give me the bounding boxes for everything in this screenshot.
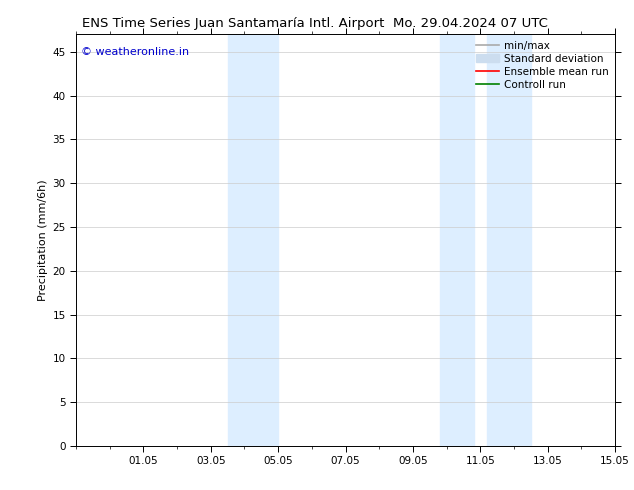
Title: ENS Time Series Juan Santamaría Intl. Airport     Mo. 29.04.2024 07 UTC: ENS Time Series Juan Santamaría Intl. Ai… xyxy=(0,489,1,490)
Legend: min/max, Standard deviation, Ensemble mean run, Controll run: min/max, Standard deviation, Ensemble me… xyxy=(472,36,613,94)
Text: ENS Time Series Juan Santamaría Intl. Airport: ENS Time Series Juan Santamaría Intl. Ai… xyxy=(82,17,385,30)
Bar xyxy=(228,34,278,446)
Text: Mo. 29.04.2024 07 UTC: Mo. 29.04.2024 07 UTC xyxy=(393,17,548,30)
Text: © weatheronline.in: © weatheronline.in xyxy=(81,47,190,57)
Bar xyxy=(487,34,531,446)
Bar xyxy=(440,34,474,446)
Y-axis label: Precipitation (mm/6h): Precipitation (mm/6h) xyxy=(38,179,48,301)
